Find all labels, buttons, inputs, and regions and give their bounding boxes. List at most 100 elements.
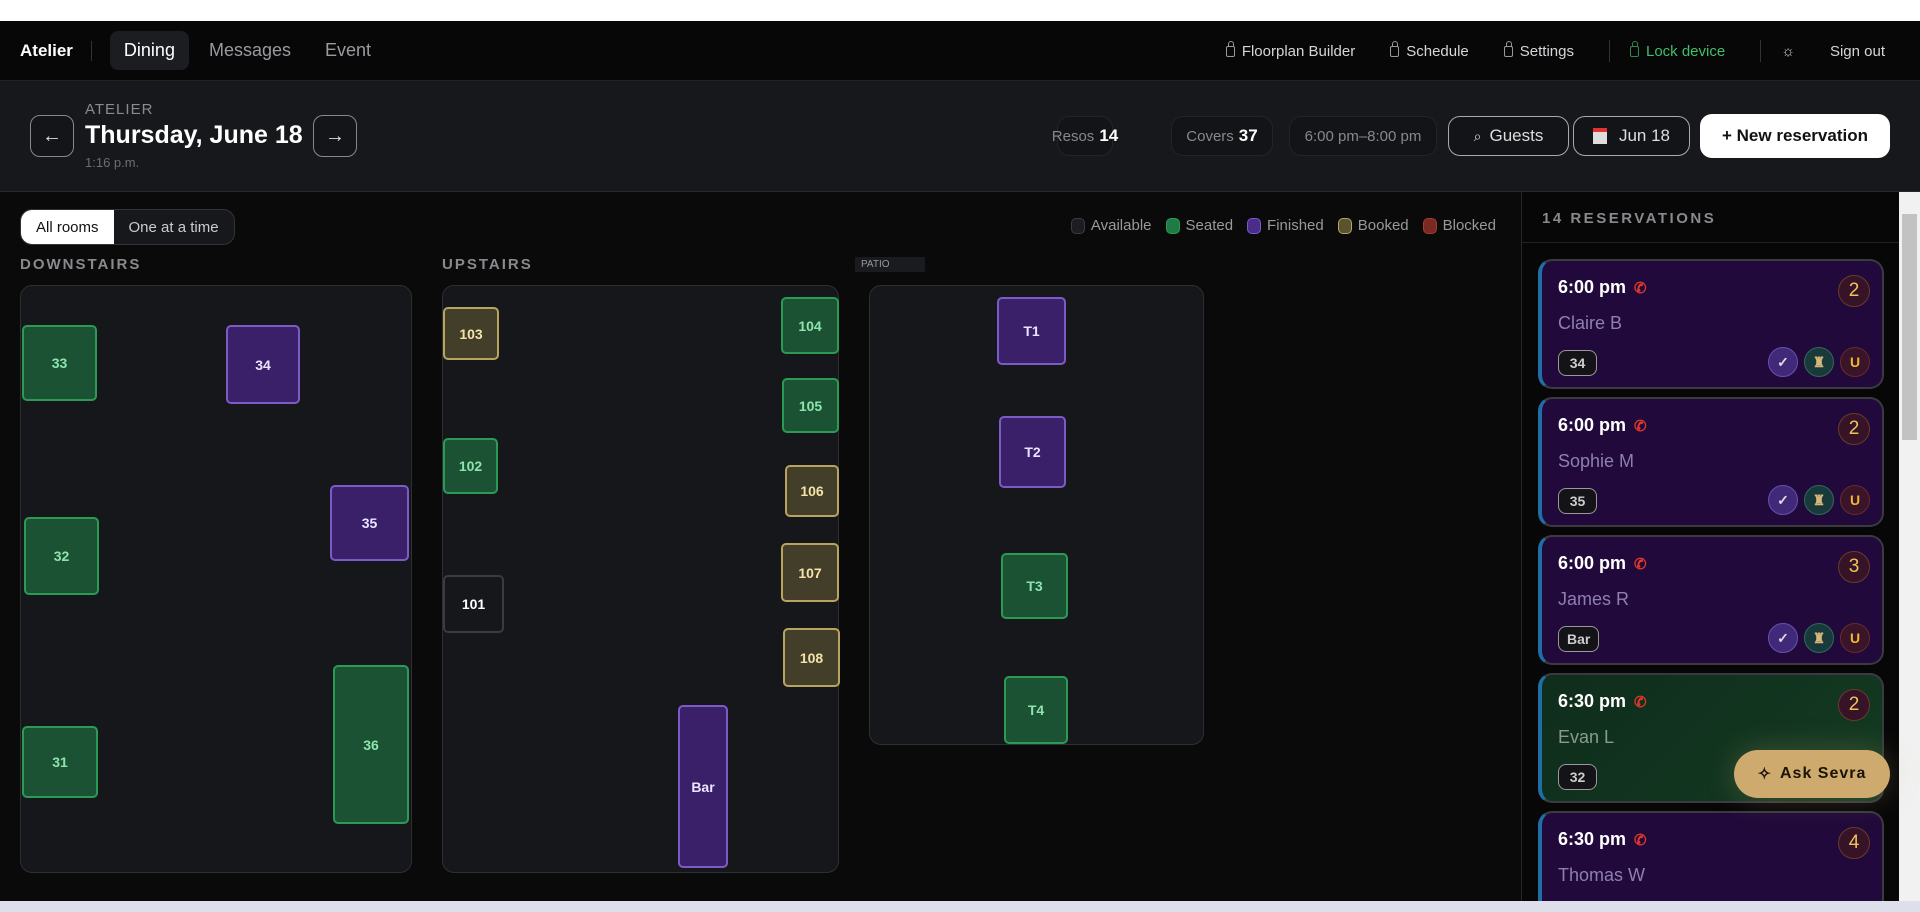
floorplan-builder-link[interactable]: Floorplan Builder [1225, 40, 1355, 60]
search-icon: ⌕ [1473, 127, 1482, 144]
reservation-card[interactable]: 6:00 pm ✆ James R 3 Bar ✓ ♜ U [1538, 535, 1884, 665]
table-108[interactable]: 108 [783, 628, 840, 687]
reservation-card[interactable]: 6:30 pm ✆ Evan L 2 32 [1538, 673, 1884, 803]
current-time: 1:16 p.m. [85, 155, 140, 170]
guests-button[interactable]: ⌕ Guests [1448, 116, 1569, 156]
sign-out-button[interactable]: Sign out [1829, 42, 1885, 60]
party-size-badge: 2 [1838, 413, 1870, 445]
table-34[interactable]: 34 [226, 325, 300, 404]
table-badge: 34 [1558, 350, 1597, 376]
lock-icon [1503, 40, 1513, 57]
reservation-time: 6:30 pm ✆ [1558, 829, 1647, 850]
table-36[interactable]: 36 [333, 665, 409, 824]
legend-label: Finished [1267, 217, 1324, 234]
check-icon[interactable]: ✓ [1768, 347, 1798, 377]
table-31[interactable]: 31 [22, 726, 98, 798]
table-32[interactable]: 32 [24, 517, 99, 595]
phone-icon: ✆ [1634, 279, 1647, 297]
table-t4[interactable]: T4 [1004, 676, 1068, 744]
tab-messages[interactable]: Messages [208, 40, 291, 60]
reservation-card[interactable]: 6:30 pm ✆ Thomas W 4 [1538, 811, 1884, 901]
legend-swatch [1070, 217, 1085, 234]
covers-value: 37 [1238, 126, 1258, 145]
prev-day-button[interactable]: ← [30, 115, 74, 157]
date-header: ← ATELIER Thursday, June 18 1:16 p.m. → … [0, 81, 1920, 192]
scrollbar[interactable] [1899, 192, 1920, 901]
calendar-icon [1592, 128, 1607, 144]
resos-label: Resos [1051, 127, 1095, 145]
schedule-link[interactable]: Schedule [1390, 40, 1469, 60]
lock-icon [1225, 40, 1235, 57]
status-legend: Available Seated Finished Booked Blocked [1070, 217, 1496, 234]
legend-item-booked: Booked [1337, 217, 1409, 234]
resos-count: Resos 14 [1052, 116, 1118, 156]
scrollbar-thumb[interactable] [1902, 214, 1917, 440]
table-t3[interactable]: T3 [1001, 553, 1068, 619]
user-initial-badge[interactable]: U [1840, 347, 1870, 377]
reservation-time: 6:00 pm ✆ [1558, 277, 1647, 298]
chair-icon[interactable]: ♜ [1804, 623, 1834, 653]
time-text: 6:00 pm [1558, 415, 1627, 435]
lock-device-button[interactable]: Lock device [1629, 40, 1725, 60]
next-day-button[interactable]: → [313, 115, 357, 157]
room-downstairs: 33 34 35 32 31 36 [20, 285, 412, 873]
table-35[interactable]: 35 [330, 485, 409, 561]
table-104[interactable]: 104 [781, 297, 839, 354]
reservation-time: 6:00 pm ✆ [1558, 415, 1647, 436]
all-rooms-option[interactable]: All rooms [21, 210, 114, 244]
table-107[interactable]: 107 [781, 543, 839, 602]
covers-count: Covers 37 [1171, 116, 1273, 156]
table-105[interactable]: 105 [782, 378, 839, 433]
guest-name: Sophie M [1558, 451, 1635, 471]
party-size-badge: 3 [1838, 551, 1870, 583]
user-initial-badge[interactable]: U [1840, 485, 1870, 515]
table-33[interactable]: 33 [22, 325, 97, 401]
chair-icon[interactable]: ♜ [1804, 485, 1834, 515]
table-t2[interactable]: T2 [999, 416, 1066, 488]
party-size-badge: 2 [1838, 689, 1870, 721]
table-t1[interactable]: T1 [997, 297, 1066, 365]
date-picker-button[interactable]: Jun 18 [1573, 116, 1690, 156]
table-103[interactable]: 103 [443, 307, 499, 360]
date-picker-label: Jun 18 [1618, 126, 1671, 145]
table-badge: 35 [1558, 488, 1597, 514]
check-icon[interactable]: ✓ [1768, 623, 1798, 653]
check-icon[interactable]: ✓ [1768, 485, 1798, 515]
legend-swatch [1165, 217, 1180, 234]
table-106[interactable]: 106 [785, 465, 839, 517]
table-bar[interactable]: Bar [678, 705, 728, 868]
reservation-card[interactable]: 6:00 pm ✆ Sophie M 2 35 ✓ ♜ U [1538, 397, 1884, 527]
ask-sevra-label: Ask Sevra [1780, 765, 1867, 782]
guest-name: Thomas W [1558, 865, 1646, 885]
new-reservation-button[interactable]: + New reservation [1700, 114, 1890, 158]
user-initial-badge[interactable]: U [1840, 623, 1870, 653]
ask-sevra-button[interactable]: ✧ Ask Sevra [1734, 750, 1890, 798]
tab-dining[interactable]: Dining [109, 31, 189, 70]
phone-icon: ✆ [1634, 831, 1647, 849]
room-patio: T1 T2 T3 T4 [869, 285, 1204, 745]
reservations-panel: 14 RESERVATIONS 6:00 pm ✆ Claire B 2 34 ✓ ♜ U… [1521, 192, 1899, 901]
brand: Atelier [20, 40, 92, 61]
theme-toggle[interactable]: ☼ [1781, 43, 1795, 60]
settings-link[interactable]: Settings [1503, 40, 1574, 60]
venue-name: ATELIER [85, 101, 154, 118]
phone-icon: ✆ [1634, 555, 1647, 573]
guest-name: Claire B [1558, 313, 1623, 333]
room-label-patio: PATIO [855, 257, 925, 272]
legend-label: Booked [1357, 217, 1409, 234]
tab-event[interactable]: Event [325, 40, 372, 60]
time-range-filter[interactable]: 6:00 pm–8:00 pm [1289, 116, 1437, 156]
time-text: 6:30 pm [1558, 691, 1627, 711]
table-102[interactable]: 102 [443, 438, 498, 494]
table-badge: 32 [1558, 764, 1597, 790]
chair-icon[interactable]: ♜ [1804, 347, 1834, 377]
reservation-card[interactable]: 6:00 pm ✆ Claire B 2 34 ✓ ♜ U [1538, 259, 1884, 389]
guest-name: Evan L [1558, 727, 1615, 747]
divider [1608, 40, 1610, 62]
legend-label: Blocked [1442, 217, 1496, 234]
table-101[interactable]: 101 [443, 575, 504, 633]
browser-bookmarks-bar [0, 0, 1920, 21]
one-at-a-time-option[interactable]: One at a time [128, 218, 219, 236]
legend-swatch [1337, 217, 1352, 234]
divider [1760, 40, 1762, 62]
